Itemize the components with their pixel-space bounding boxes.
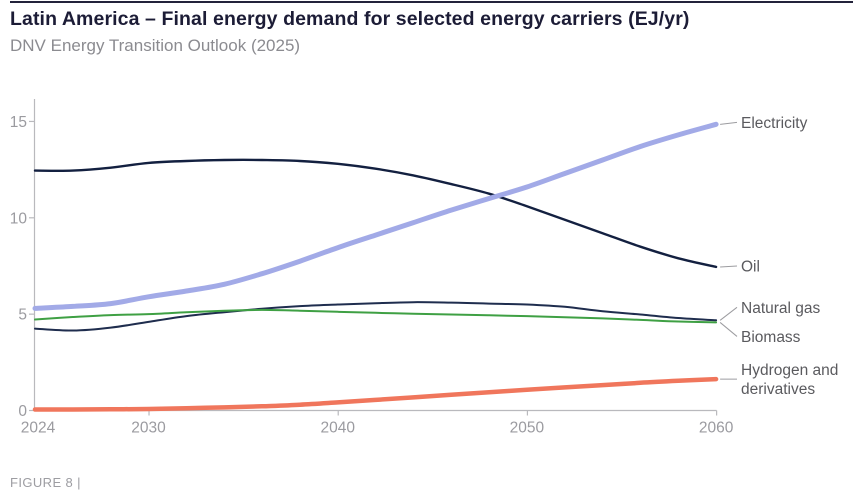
leader-line-natural-gas — [719, 306, 738, 321]
series-label-hydrogen-and-derivatives: Hydrogen and — [741, 362, 838, 379]
y-tick-label: 5 — [18, 307, 27, 324]
series-line-natural-gas — [34, 301, 718, 332]
series-line-hydrogen-and-derivatives — [32, 376, 719, 412]
chart-subtitle: DNV Energy Transition Outlook (2025) — [10, 36, 301, 55]
figure-label: FIGURE 8 | — [10, 475, 81, 490]
leader-line-oil — [720, 265, 738, 268]
series-line-oil — [33, 158, 718, 269]
series-label-electricity: Electricity — [741, 115, 808, 132]
x-tick-label: 2030 — [131, 420, 166, 437]
leader-line-biomass — [719, 322, 738, 337]
y-tick-label: 10 — [10, 210, 28, 227]
y-tick-label: 15 — [10, 114, 27, 131]
x-tick-label: 2024 — [21, 420, 56, 437]
series-label-biomass: Biomass — [741, 329, 801, 346]
series-line-biomass — [34, 308, 718, 324]
x-tick-label: 2050 — [510, 420, 545, 437]
top-divider-rule — [10, 1, 853, 3]
chart-title: Latin America – Final energy demand for … — [10, 8, 690, 30]
x-tick-label: 2060 — [699, 420, 734, 437]
y-tick-label: 0 — [18, 403, 27, 420]
series-label-oil: Oil — [741, 258, 760, 275]
series-line-electricity — [32, 121, 719, 311]
leader-line-electricity — [720, 121, 738, 125]
series-label-natural-gas: Natural gas — [741, 300, 821, 317]
x-tick-label: 2040 — [320, 420, 355, 437]
series-label-hydrogen-and-derivatives: derivatives — [741, 381, 815, 398]
